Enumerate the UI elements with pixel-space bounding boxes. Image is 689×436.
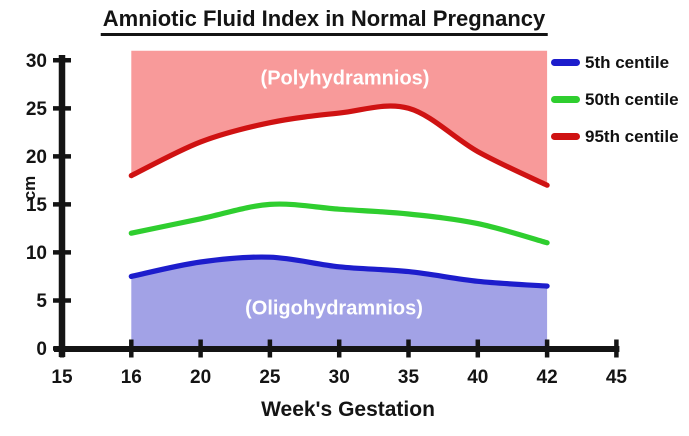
x-tick-label: 25 bbox=[259, 367, 281, 388]
legend-swatch-5th-centile bbox=[551, 59, 580, 66]
legend-swatch-95th-centile bbox=[551, 133, 580, 140]
x-tick-label: 16 bbox=[121, 367, 142, 388]
y-tick-label: 15 bbox=[26, 195, 48, 216]
x-tick-label: 20 bbox=[190, 367, 211, 388]
curves-layer bbox=[128, 103, 550, 289]
legend-item-50th-centile: 50th centile bbox=[551, 89, 679, 110]
legend-label-5th-centile: 5th centile bbox=[585, 52, 670, 72]
y-tick-label: 10 bbox=[26, 243, 47, 264]
legend-label-95th-centile: 95th centile bbox=[585, 126, 679, 146]
y-tick-label: 5 bbox=[36, 291, 47, 312]
region-label-oligohydramnios: (Oligohydramnios) bbox=[245, 297, 423, 320]
line-95th-centile bbox=[128, 103, 550, 188]
axes-layer: 0 5 10 15 20 25 30 15 16 20 25 30 35 40 42 45 bbox=[26, 51, 628, 388]
y-axis-title: cm bbox=[20, 175, 39, 201]
x-tick-label: 42 bbox=[537, 367, 558, 388]
region-oligohydramnios bbox=[131, 257, 548, 349]
region-polyhydramnios bbox=[131, 50, 548, 186]
y-tick-label: 25 bbox=[26, 99, 48, 120]
y-tick-label: 30 bbox=[26, 51, 47, 72]
legend-item-95th-centile: 95th centile bbox=[551, 126, 679, 147]
y-tick-label: 0 bbox=[36, 339, 47, 360]
chart-title: Amniotic Fluid Index in Normal Pregnancy bbox=[100, 6, 548, 36]
legend-item-5th-centile: 5th centile bbox=[551, 52, 679, 73]
line-5th-centile bbox=[128, 254, 550, 289]
y-tick-label: 20 bbox=[26, 147, 47, 168]
region-label-polyhydramnios: (Polyhydramnios) bbox=[260, 67, 430, 90]
regions-layer bbox=[131, 50, 548, 349]
x-tick-label: 45 bbox=[606, 367, 628, 388]
x-tick-label: 35 bbox=[398, 367, 420, 388]
legend-label-50th-centile: 50th centile bbox=[585, 89, 679, 109]
x-tick-label: 40 bbox=[467, 367, 488, 388]
line-50th-centile bbox=[128, 201, 550, 246]
x-tick-label: 15 bbox=[51, 367, 73, 388]
legend-swatch-50th-centile bbox=[551, 96, 580, 103]
x-tick-label: 30 bbox=[329, 367, 350, 388]
legend: 5th centile 50th centile 95th centile bbox=[551, 52, 679, 163]
x-axis-title: Week's Gestation bbox=[261, 398, 435, 421]
